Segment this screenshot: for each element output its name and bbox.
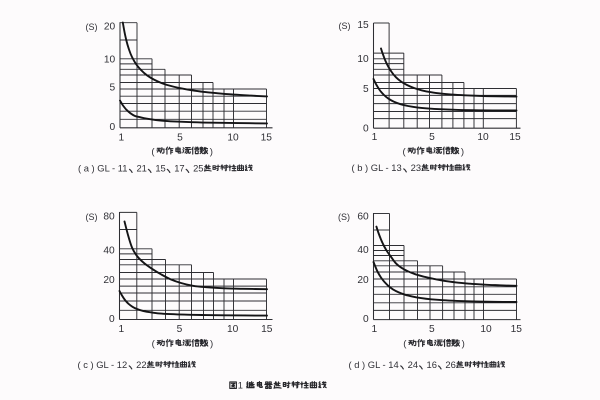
svg-text:20: 20 (357, 275, 369, 286)
svg-text:(: ( (151, 146, 155, 157)
svg-text:( b ) GL - 13: ( b ) GL - 13 (352, 162, 402, 173)
svg-text:10: 10 (357, 54, 369, 65)
svg-text:(S): (S) (338, 212, 350, 222)
svg-text:16: 16 (427, 359, 437, 370)
svg-text:( a ) GL - 11: ( a ) GL - 11 (78, 163, 128, 174)
svg-text:1: 1 (118, 133, 124, 144)
svg-text:0: 0 (363, 314, 369, 325)
svg-text:(: ( (152, 339, 156, 350)
svg-text:5: 5 (363, 84, 369, 95)
svg-text:21: 21 (136, 163, 146, 174)
svg-text:( c ) GL - 12: ( c ) GL - 12 (78, 359, 128, 370)
svg-text:15: 15 (509, 132, 521, 143)
svg-text:15: 15 (155, 163, 165, 174)
svg-text:(: ( (403, 146, 407, 157)
svg-text:0: 0 (363, 124, 369, 135)
svg-text:24: 24 (408, 359, 418, 370)
svg-text:15: 15 (261, 133, 273, 144)
svg-text:20: 20 (104, 22, 116, 33)
svg-text:): ) (210, 339, 213, 350)
svg-text:): ) (461, 146, 464, 157)
svg-text:1: 1 (372, 132, 378, 143)
svg-text:5: 5 (429, 324, 435, 335)
svg-text:0: 0 (109, 314, 115, 325)
svg-text:17: 17 (174, 163, 184, 174)
svg-text:60: 60 (357, 212, 369, 223)
svg-text:10: 10 (227, 324, 239, 335)
svg-text:26: 26 (445, 359, 455, 370)
svg-text:10: 10 (480, 324, 492, 335)
svg-text:23: 23 (411, 162, 421, 173)
svg-text:15: 15 (357, 20, 369, 31)
svg-text:(S): (S) (86, 212, 98, 222)
svg-text:( d ) GL - 14: ( d ) GL - 14 (349, 359, 399, 370)
svg-text:1: 1 (238, 381, 243, 391)
svg-text:): ) (210, 146, 213, 157)
svg-text:80: 80 (103, 212, 115, 223)
svg-text:(S): (S) (339, 21, 351, 31)
svg-text:22: 22 (136, 359, 146, 370)
svg-text:40: 40 (357, 245, 369, 256)
svg-text:1: 1 (371, 324, 377, 335)
svg-text:10: 10 (104, 54, 116, 65)
svg-text:0: 0 (110, 122, 116, 133)
svg-text:40: 40 (103, 245, 115, 256)
svg-text:5: 5 (177, 133, 183, 144)
svg-text:10: 10 (477, 132, 489, 143)
svg-text:(: ( (403, 339, 407, 350)
svg-text:10: 10 (227, 133, 239, 144)
svg-text:5: 5 (110, 83, 116, 94)
svg-text:15: 15 (261, 324, 273, 335)
svg-text:20: 20 (103, 275, 115, 286)
svg-text:15: 15 (511, 324, 523, 335)
svg-text:5: 5 (429, 132, 435, 143)
svg-text:1: 1 (118, 324, 124, 335)
svg-text:25: 25 (193, 163, 203, 174)
svg-text:): ) (462, 339, 465, 350)
svg-text:5: 5 (177, 324, 183, 335)
svg-text:(S): (S) (86, 22, 98, 32)
